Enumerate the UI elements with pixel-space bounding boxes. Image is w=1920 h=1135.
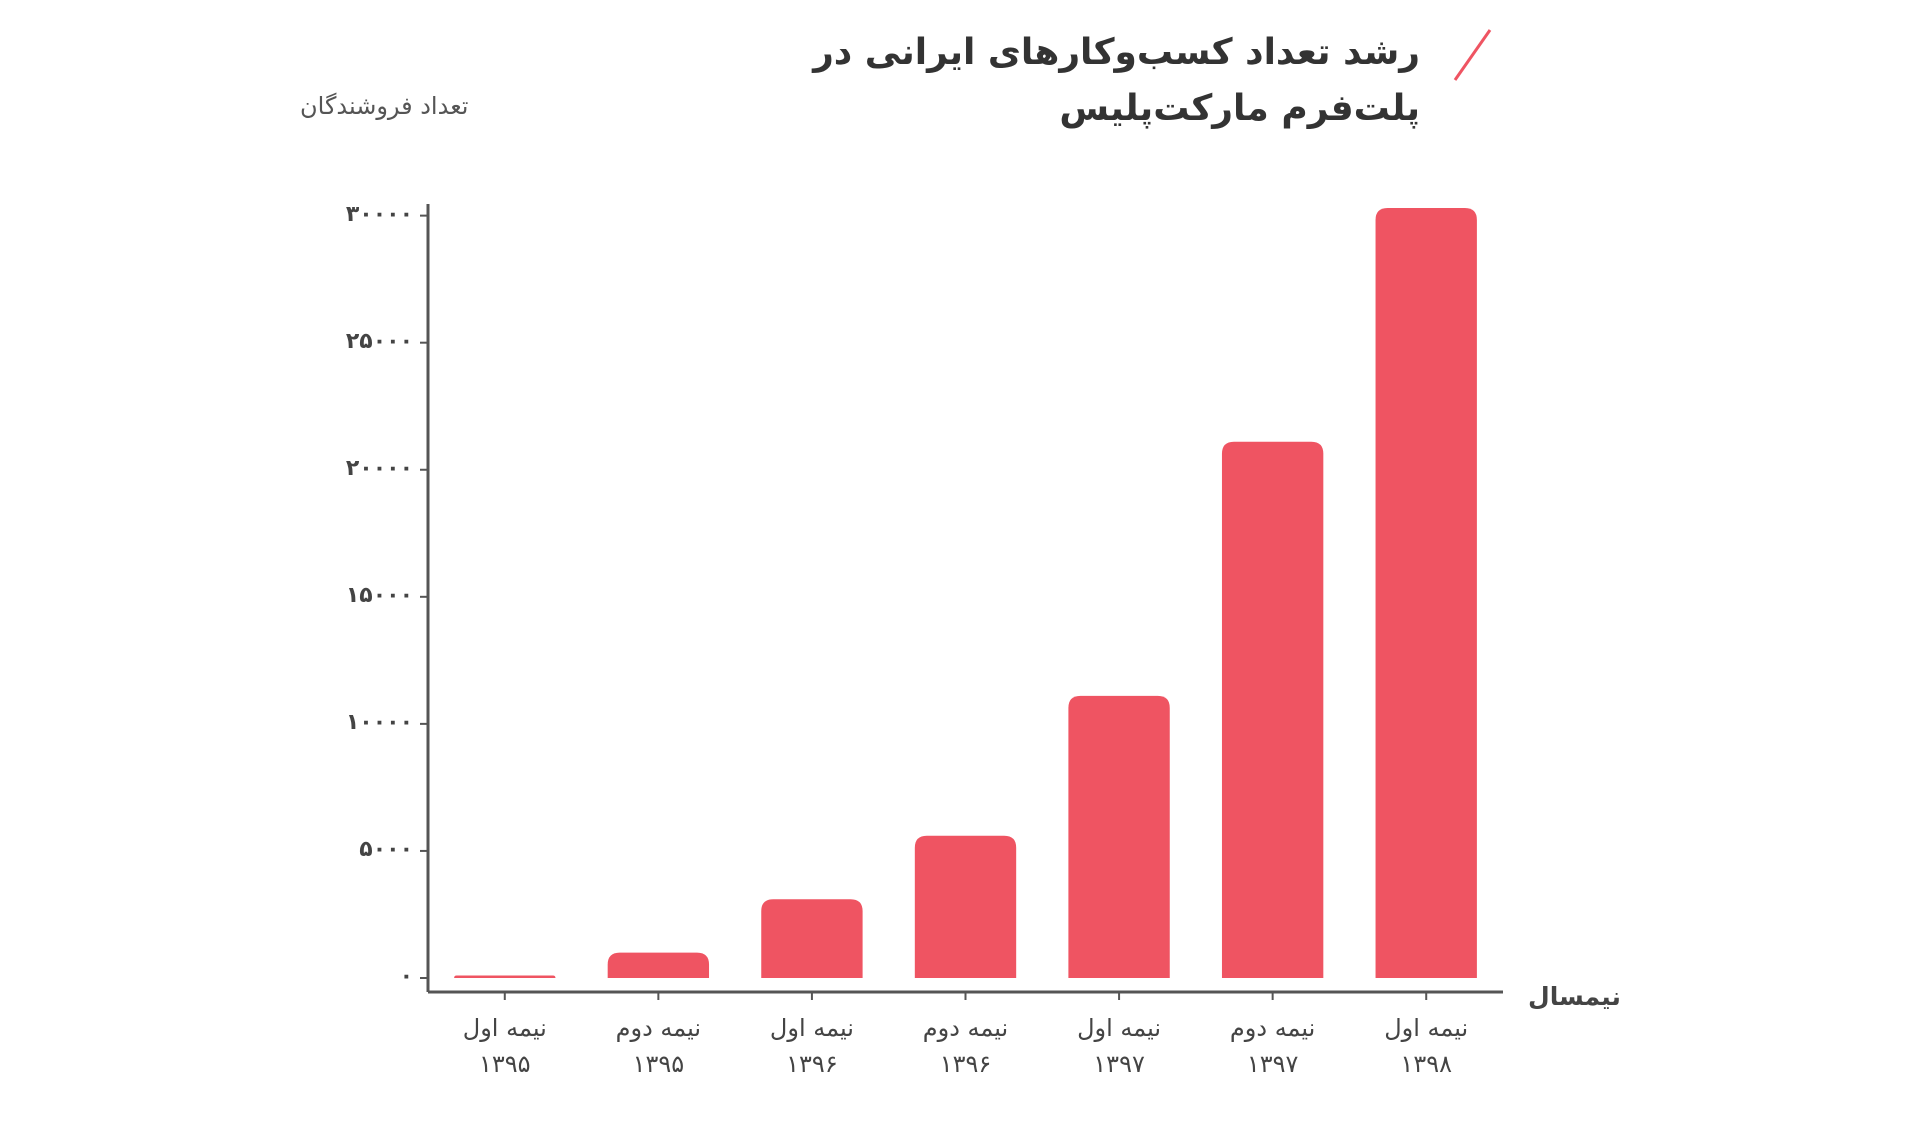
- chart-title: رشد تعداد کسب‌وکارهای ایرانی در پلت‌فرم …: [813, 32, 1420, 129]
- x-tick-label: نیمه دوم ۱۳۹۵: [615, 1014, 702, 1078]
- x-tick-label: نیمه اول ۱۳۹۵: [462, 1014, 547, 1078]
- y-tick-label: ۵۰۰۰: [359, 836, 413, 862]
- bar: [454, 975, 556, 978]
- y-tick-label: ۲۵۰۰۰: [345, 328, 413, 354]
- x-tick-label: نیمه اول ۱۳۹۷: [1077, 1014, 1162, 1078]
- x-axis-label: نیمسال: [1528, 982, 1621, 1011]
- y-axis-label: تعداد فروشندگان: [300, 92, 469, 120]
- x-tick-label: نیمه دوم ۱۳۹۷: [1229, 1014, 1316, 1078]
- x-tick-label: نیمه اول ۱۳۹۸: [1384, 1014, 1469, 1078]
- bar: [1068, 695, 1170, 978]
- bar: [914, 835, 1017, 978]
- y-tick-label: ۳۰۰۰۰: [345, 201, 413, 227]
- bar: [607, 952, 710, 978]
- x-tick-label: نیمه اول ۱۳۹۶: [769, 1014, 854, 1078]
- bar: [1221, 441, 1324, 978]
- x-tick-label: نیمه دوم ۱۳۹۶: [922, 1014, 1009, 1078]
- bar: [1375, 208, 1477, 978]
- title-accent: [1453, 29, 1492, 81]
- y-tick-label: ۱۵۰۰۰: [345, 582, 413, 608]
- y-tick-label: ۲۰۰۰۰: [345, 455, 413, 481]
- y-tick-label: ۰: [399, 964, 413, 989]
- bar: [761, 899, 863, 978]
- y-tick-label: ۱۰۰۰۰: [345, 709, 413, 735]
